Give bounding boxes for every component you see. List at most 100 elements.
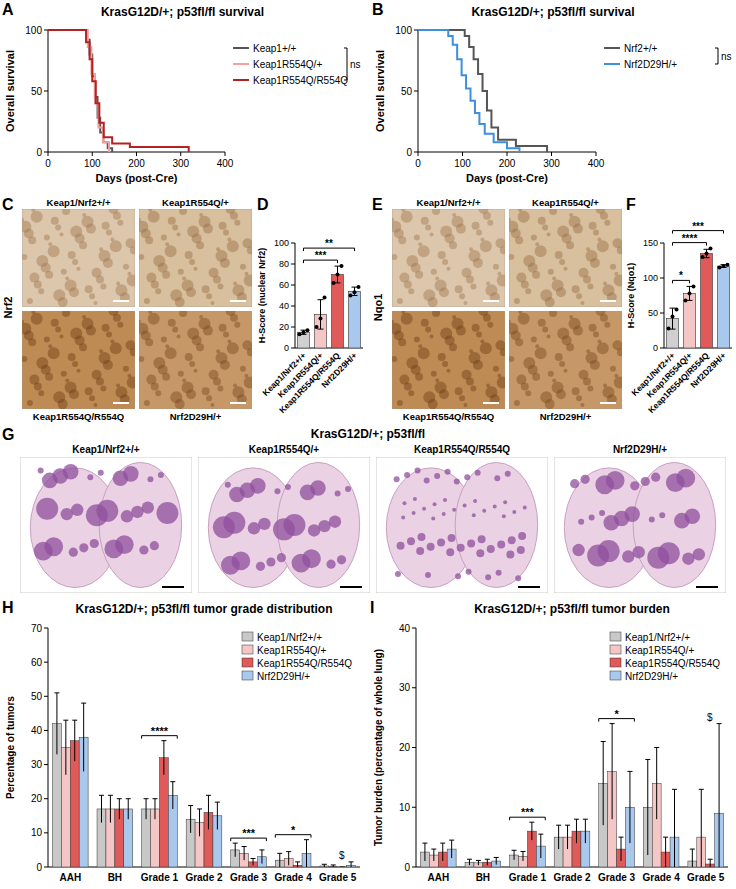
tissue-texture: [559, 259, 565, 265]
legend-label: Keap1R554Q/+: [253, 59, 322, 70]
y-tick-label: 150: [643, 238, 658, 248]
error-bar: [670, 308, 676, 329]
error-bar: [206, 795, 211, 829]
tissue-texture: [103, 258, 113, 268]
data-point: [718, 266, 722, 270]
tissue-texture: [85, 285, 93, 293]
tumor-nodule: [104, 540, 123, 559]
y-tick: [291, 285, 295, 286]
tumor-nodule: [326, 560, 335, 569]
plot-area: [22, 209, 135, 307]
tissue-texture: [573, 224, 583, 234]
tissue-texture: [414, 336, 420, 342]
tissue-texture: [86, 326, 96, 336]
legend-swatch: [233, 47, 249, 49]
tumor-nodule: [485, 574, 491, 580]
tissue-texture: [428, 297, 438, 307]
tissue-texture: [186, 287, 196, 297]
tumor-nodule: [464, 474, 470, 480]
micrograph: [392, 209, 505, 307]
legend-label: Keap1/Nrf2+/+: [257, 632, 322, 643]
x-tick-label: Grade 2: [553, 872, 591, 883]
error-bar: [627, 771, 632, 843]
annotation: $: [339, 850, 345, 861]
y-tick: [414, 30, 418, 31]
micrograph: [509, 311, 622, 409]
x-tick: [225, 152, 226, 156]
tissue-texture: [548, 269, 554, 275]
x-tick: [462, 152, 463, 156]
panel-letter: C: [2, 196, 14, 213]
tissue-texture: [535, 347, 547, 359]
tissue-texture: [93, 403, 97, 407]
scale-bar: [696, 586, 718, 588]
error-bar: [476, 860, 481, 865]
x-tick-label: Grade 3: [598, 872, 636, 883]
tumor-nodule: [256, 562, 265, 571]
x-label: Days (post-Cre): [466, 172, 548, 184]
data-point: [323, 296, 327, 300]
tissue-texture: [210, 301, 214, 305]
x-tick: [180, 152, 181, 156]
tissue-texture: [472, 324, 480, 332]
tissue-texture: [223, 230, 229, 236]
tissue-texture: [589, 222, 597, 230]
y-tick-label: 60: [279, 280, 289, 290]
micrograph: [20, 457, 192, 593]
tumor-nodule: [505, 471, 511, 477]
tissue-texture: [217, 283, 223, 289]
tissue-texture: [60, 232, 64, 236]
tissue-texture: [518, 211, 530, 223]
y-label: H-Score (nuclear Nrf2): [257, 248, 267, 344]
tumor-nodule: [416, 547, 424, 555]
tissue-texture: [597, 342, 609, 354]
tissue-texture: [466, 378, 474, 386]
tissue-texture: [72, 361, 78, 367]
tissue-texture: [77, 267, 81, 271]
significance-label: *: [614, 708, 619, 720]
tissue-texture: [497, 377, 505, 389]
data-point: [688, 291, 692, 295]
tissue-texture: [397, 298, 403, 304]
tissue-texture: [617, 246, 622, 254]
tumor-nodule: [156, 502, 178, 524]
y-tick-label: 20: [399, 742, 411, 753]
tumor-nodule: [446, 548, 454, 556]
data-point: [340, 264, 344, 268]
error-bar: [63, 720, 68, 775]
bar: [718, 266, 730, 348]
tissue-texture: [576, 293, 582, 299]
legend-label: Keap1R554Q/+: [625, 645, 694, 656]
plot-area: [20, 457, 192, 593]
tumor-nodule: [417, 533, 425, 541]
y-tick-label: 20: [31, 793, 43, 804]
tissue-texture: [408, 390, 414, 396]
y-tick-label: 70: [31, 623, 43, 634]
tissue-texture: [123, 264, 129, 270]
tumor-nodule: [433, 502, 437, 506]
image-label: Keap1/Nrf2+/+: [417, 197, 481, 208]
image-label: Keap1R554Q/R554Q: [403, 411, 494, 422]
tissue-texture: [480, 240, 492, 252]
title: KrasG12D/+; p53fl/fl tumor burden: [474, 602, 670, 616]
tumor-nodule: [518, 532, 526, 540]
tissue-texture: [472, 222, 480, 230]
panel-letter: E: [372, 196, 383, 213]
tissue-texture: [172, 327, 178, 333]
data-point: [722, 264, 726, 268]
tumor-nodule: [578, 519, 584, 525]
y-tick: [660, 278, 664, 279]
tissue-texture: [145, 338, 153, 346]
tissue-texture: [139, 254, 144, 260]
tissue-texture: [240, 366, 246, 372]
tissue-texture: [518, 313, 530, 325]
tissue-texture: [220, 258, 230, 268]
scale-bar: [162, 586, 184, 588]
y-tick: [291, 327, 295, 328]
tissue-texture: [45, 373, 53, 381]
tissue-texture: [521, 382, 529, 390]
significance-label: *: [291, 824, 296, 836]
y-label: Overall survival: [4, 50, 16, 132]
tumor-nodule: [482, 509, 486, 513]
y-tick: [412, 867, 416, 868]
